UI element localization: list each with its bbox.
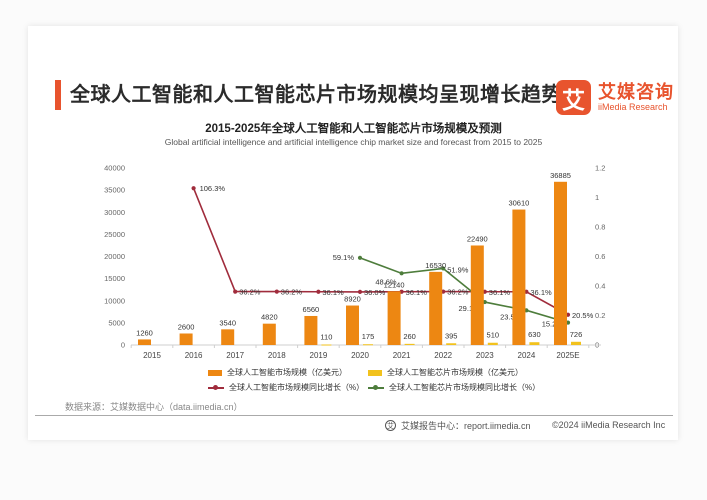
- svg-text:260: 260: [403, 332, 416, 341]
- svg-text:1260: 1260: [136, 328, 153, 337]
- svg-text:726: 726: [570, 330, 583, 339]
- svg-text:1: 1: [595, 193, 599, 202]
- svg-text:35000: 35000: [104, 186, 125, 195]
- svg-text:2015: 2015: [143, 351, 161, 360]
- ai-growth-line-swatch: [208, 385, 224, 390]
- svg-text:5000: 5000: [108, 318, 125, 327]
- page-header: 全球人工智能和人工智能芯片市场规模均呈现增长趋势: [55, 80, 562, 111]
- brand-logo: 艾 艾媒咨询 iiMedia Research: [556, 80, 674, 115]
- chart-legend: 全球人工智能市场规模（亿美元） 全球人工智能芯片市场规模（亿美元） 全球人工智能…: [208, 367, 553, 393]
- svg-text:2021: 2021: [393, 351, 411, 360]
- svg-text:51.9%: 51.9%: [447, 265, 469, 274]
- svg-text:36.1%: 36.1%: [489, 288, 511, 297]
- page-title: 全球人工智能和人工智能芯片市场规模均呈现增长趋势: [70, 84, 562, 106]
- title-accent-bar: [55, 80, 61, 110]
- footer-divider: [35, 415, 673, 416]
- legend-label: 全球人工智能芯片市场规模同比增长（%）: [389, 383, 541, 392]
- brand-name-cn: 艾媒咨询: [598, 82, 674, 102]
- svg-text:2022: 2022: [434, 351, 452, 360]
- svg-text:8920: 8920: [344, 295, 361, 304]
- svg-text:22490: 22490: [467, 234, 488, 243]
- legend-label: 全球人工智能芯片市场规模（亿美元）: [387, 368, 523, 377]
- legend-item-ai-growth: 全球人工智能市场规模同比增长（%）: [208, 382, 364, 393]
- svg-text:36.2%: 36.2%: [447, 288, 469, 297]
- svg-text:40000: 40000: [104, 164, 125, 173]
- data-source-note: 数据来源：艾媒数据中心（data.iimedia.cn）: [65, 402, 243, 412]
- svg-text:36885: 36885: [550, 171, 571, 180]
- svg-text:106.3%: 106.3%: [200, 184, 226, 193]
- svg-text:3540: 3540: [219, 318, 236, 327]
- svg-text:29.1%: 29.1%: [459, 304, 481, 313]
- svg-text:16530: 16530: [425, 261, 446, 270]
- legend-item-chip-market: 全球人工智能芯片市场规模（亿美元）: [368, 367, 553, 378]
- svg-text:36.1%: 36.1%: [530, 288, 552, 297]
- svg-text:0: 0: [121, 341, 125, 350]
- svg-text:630: 630: [528, 330, 541, 339]
- legend-item-chip-growth: 全球人工智能芯片市场规模同比增长（%）: [368, 382, 553, 393]
- svg-text:36.1%: 36.1%: [322, 288, 344, 297]
- svg-text:10000: 10000: [104, 296, 125, 305]
- svg-text:0.8: 0.8: [595, 223, 605, 232]
- svg-text:36.2%: 36.2%: [281, 288, 303, 297]
- chip-market-bar-swatch: [368, 369, 382, 376]
- chart-title: 2015-2025年全球人工智能和人工智能芯片市场规模及预测: [205, 123, 502, 135]
- svg-text:2016: 2016: [185, 351, 203, 360]
- svg-text:510: 510: [487, 331, 500, 340]
- svg-text:48.6%: 48.6%: [375, 277, 397, 286]
- svg-text:12140: 12140: [384, 280, 405, 289]
- svg-text:15000: 15000: [104, 274, 125, 283]
- svg-text:2025E: 2025E: [556, 351, 579, 360]
- legend-label: 全球人工智能市场规模同比增长（%）: [229, 383, 365, 392]
- copyright-text: ©2024 iiMedia Research Inc: [552, 420, 666, 430]
- svg-text:36.0%: 36.0%: [364, 288, 386, 297]
- svg-text:36.1%: 36.1%: [406, 288, 428, 297]
- svg-text:36.2%: 36.2%: [239, 288, 261, 297]
- svg-text:110: 110: [320, 333, 332, 342]
- svg-text:20000: 20000: [104, 252, 125, 261]
- chip-growth-line-swatch: [368, 385, 384, 390]
- brand-logo-icon: 艾: [556, 80, 591, 115]
- svg-text:23.5%: 23.5%: [500, 312, 522, 321]
- svg-text:4820: 4820: [261, 313, 278, 322]
- iimedia-circle-icon: 艾: [385, 420, 396, 431]
- report-center-text: 艾媒报告中心：report.iimedia.cn: [401, 421, 531, 431]
- svg-text:175: 175: [362, 332, 375, 341]
- legend-label: 全球人工智能市场规模（亿美元）: [227, 368, 347, 377]
- svg-text:2023: 2023: [476, 351, 494, 360]
- svg-text:25000: 25000: [104, 230, 125, 239]
- legend-item-ai-market: 全球人工智能市场规模（亿美元）: [208, 367, 360, 378]
- svg-text:30000: 30000: [104, 208, 125, 217]
- svg-text:1.2: 1.2: [595, 164, 605, 173]
- svg-text:395: 395: [445, 331, 458, 340]
- svg-text:2019: 2019: [310, 351, 328, 360]
- svg-text:2018: 2018: [268, 351, 286, 360]
- svg-text:0.4: 0.4: [595, 282, 605, 291]
- svg-text:2024: 2024: [518, 351, 536, 360]
- svg-text:2017: 2017: [226, 351, 244, 360]
- svg-text:6560: 6560: [303, 305, 320, 314]
- svg-text:20.5%: 20.5%: [572, 311, 594, 320]
- market-size-chart: 0 5000 10000 15000 20000 25000 30000 35000 40000…: [104, 164, 605, 361]
- svg-text:2020: 2020: [351, 351, 369, 360]
- svg-text:15.2%: 15.2%: [542, 320, 564, 329]
- svg-text:0.2: 0.2: [595, 311, 605, 320]
- brand-name-en: iiMedia Research: [598, 102, 668, 112]
- svg-text:30610: 30610: [508, 199, 529, 208]
- brand-logo-text: 艾媒咨询 iiMedia Research: [598, 82, 674, 113]
- svg-text:59.1%: 59.1%: [333, 253, 355, 262]
- report-center: 艾 艾媒报告中心：report.iimedia.cn: [385, 419, 531, 432]
- svg-text:2600: 2600: [178, 322, 195, 331]
- svg-text:0.6: 0.6: [595, 252, 605, 261]
- chart-subtitle: Global artificial intelligence and artif…: [164, 137, 543, 147]
- ai-market-bar-swatch: [208, 369, 222, 376]
